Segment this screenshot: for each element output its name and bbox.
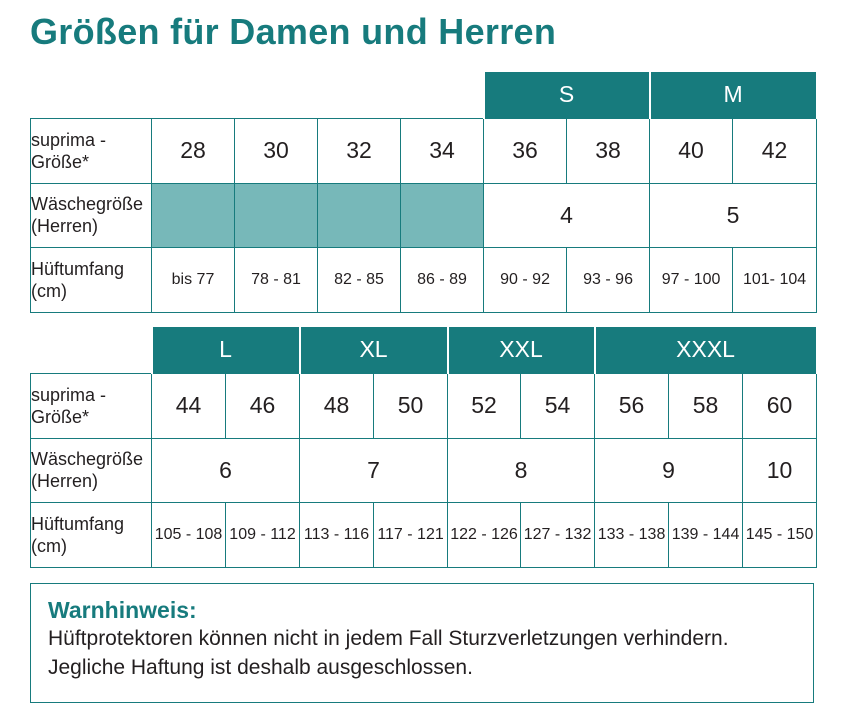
suprima-cell: 30 bbox=[234, 117, 318, 184]
hueft-cell: 97 - 100 bbox=[649, 246, 734, 313]
waesche-cell: 7 bbox=[299, 437, 449, 503]
hueft-cell: 117 - 121 bbox=[373, 501, 449, 568]
waesche-cell: 6 bbox=[150, 437, 301, 503]
hueft-cell: 93 - 96 bbox=[566, 246, 651, 313]
empty-shaded-cell bbox=[151, 182, 235, 248]
size-header-s: S bbox=[482, 72, 651, 118]
suprima-cell: 58 bbox=[668, 372, 744, 439]
suprima-cell: 54 bbox=[520, 372, 596, 439]
hueft-cell: 122 - 126 bbox=[447, 501, 522, 568]
header-spacer bbox=[31, 327, 152, 373]
size-header-l: L bbox=[150, 327, 301, 373]
suprima-cell: 60 bbox=[742, 372, 818, 439]
warning-box: Warnhinweis: Hüftprotektoren können nich… bbox=[30, 583, 814, 703]
table-row-hueft: Hüftumfang (cm) 105 - 108 109 - 112 113 … bbox=[30, 501, 818, 568]
suprima-cell: 44 bbox=[151, 372, 226, 439]
empty-shaded-cell bbox=[399, 182, 485, 248]
hueft-cell: 145 - 150 bbox=[742, 501, 818, 568]
hueft-cell: 139 - 144 bbox=[668, 501, 744, 568]
row-label-hueft: Hüftumfang (cm) bbox=[30, 246, 152, 313]
waesche-cell: 10 bbox=[742, 437, 818, 503]
size-header-m: M bbox=[648, 72, 818, 118]
empty-shaded-cell bbox=[234, 182, 318, 248]
suprima-cell: 46 bbox=[224, 372, 301, 439]
suprima-cell: 48 bbox=[299, 372, 375, 439]
warning-text-line: Jegliche Haftung ist deshalb ausgeschlos… bbox=[48, 656, 473, 679]
waesche-cell: 8 bbox=[447, 437, 596, 503]
hueft-cell: 82 - 85 bbox=[317, 246, 401, 313]
suprima-cell: 32 bbox=[317, 117, 401, 184]
suprima-cell: 50 bbox=[373, 372, 449, 439]
warning-text-line: Hüftprotektoren können nicht in jedem Fa… bbox=[48, 627, 729, 650]
size-header-xl: XL bbox=[298, 327, 449, 373]
hueft-cell: 113 - 116 bbox=[299, 501, 375, 568]
table-row-hueft: Hüftumfang (cm) bis 77 78 - 81 82 - 85 8… bbox=[30, 246, 818, 313]
hueft-cell: 109 - 112 bbox=[224, 501, 301, 568]
suprima-cell: 42 bbox=[732, 117, 818, 184]
suprima-cell: 56 bbox=[594, 372, 670, 439]
waesche-cell: 4 bbox=[483, 182, 651, 248]
table-row-suprima: suprima - Größe* 28 30 32 34 36 38 40 42 bbox=[30, 117, 818, 184]
suprima-cell: 38 bbox=[566, 117, 651, 184]
size-table-2: L XL XXL XXXL suprima - Größe* 44 46 48 … bbox=[30, 327, 818, 568]
hueft-cell: 86 - 89 bbox=[399, 246, 485, 313]
row-label-waesche: Wäschegröße (Herren) bbox=[30, 182, 152, 248]
size-header-xxl: XXL bbox=[446, 327, 596, 373]
row-label-suprima: suprima - Größe* bbox=[30, 372, 152, 439]
size-header-xxxl: XXXL bbox=[593, 327, 818, 373]
table-row-waesche: Wäschegröße (Herren) 6 7 8 9 10 bbox=[30, 437, 818, 503]
hueft-cell: 101- 104 bbox=[732, 246, 818, 313]
warning-title: Warnhinweis: bbox=[48, 597, 197, 623]
row-label-suprima: suprima - Größe* bbox=[30, 117, 152, 184]
hueft-cell: 105 - 108 bbox=[151, 501, 226, 568]
suprima-cell: 52 bbox=[447, 372, 522, 439]
suprima-cell: 34 bbox=[399, 117, 485, 184]
empty-shaded-cell bbox=[317, 182, 401, 248]
table-row-suprima: suprima - Größe* 44 46 48 50 52 54 56 58… bbox=[30, 372, 818, 439]
waesche-cell: 9 bbox=[594, 437, 744, 503]
hueft-cell: 133 - 138 bbox=[594, 501, 670, 568]
table-row-waesche: Wäschegröße (Herren) 4 5 bbox=[30, 182, 818, 248]
row-label-waesche: Wäschegröße (Herren) bbox=[30, 437, 152, 503]
suprima-cell: 36 bbox=[483, 117, 568, 184]
hueft-cell: 127 - 132 bbox=[520, 501, 596, 568]
row-label-hueft: Hüftumfang (cm) bbox=[30, 501, 152, 568]
size-table-1: S M suprima - Größe* 28 30 32 34 36 38 4… bbox=[30, 72, 818, 313]
hueft-cell: 78 - 81 bbox=[234, 246, 318, 313]
waesche-cell: 5 bbox=[649, 182, 818, 248]
page-title: Größen für Damen und Herren bbox=[30, 11, 557, 52]
suprima-cell: 40 bbox=[649, 117, 734, 184]
suprima-cell: 28 bbox=[151, 117, 235, 184]
header-spacer bbox=[31, 72, 484, 118]
hueft-cell: 90 - 92 bbox=[483, 246, 568, 313]
hueft-cell: bis 77 bbox=[151, 246, 235, 313]
